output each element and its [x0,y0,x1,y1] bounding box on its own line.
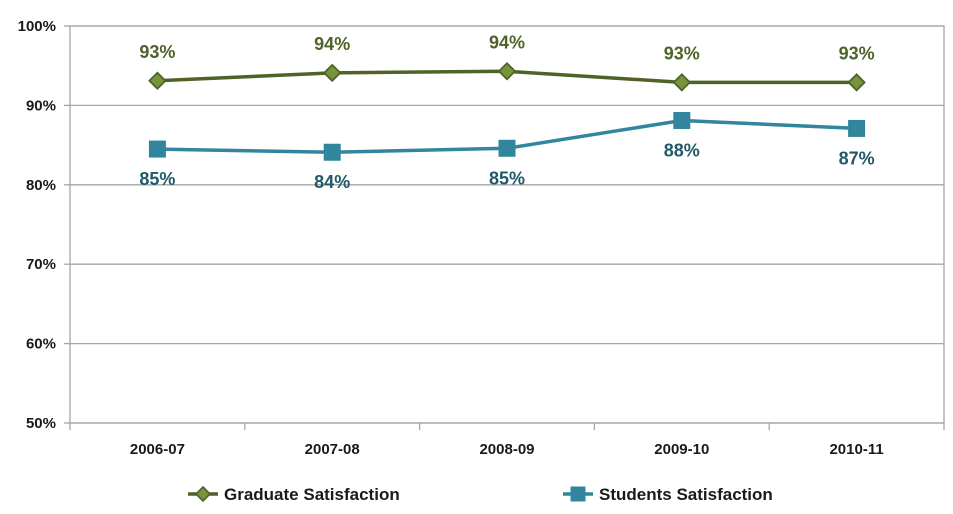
y-tick-label: 100% [18,18,56,35]
series-layer: 93% 94% 94% 93% 93% 85% 84% 85% 88% 87% [139,32,874,192]
students-satisfaction-point-2006-07 [148,140,166,158]
graduate-satisfaction-point-2010-11 [847,73,866,92]
students-satisfaction-data-label-2010-11: 87% [839,148,875,168]
students-satisfaction-data-label-2009-10: 88% [664,140,700,160]
legend: Graduate Satisfaction Students Satisfacti… [188,485,773,504]
students-satisfaction-point-2007-08 [323,143,341,161]
y-tick-label: 80% [26,177,56,194]
x-tick-label-2009-10: 2009-10 [654,441,709,458]
graduate-satisfaction-data-label-2008-09: 94% [489,32,525,52]
legend-marker-graduate-satisfaction [194,485,212,503]
graduate-satisfaction-point-2009-10 [672,73,692,92]
students-satisfaction-point-2009-10 [673,111,691,129]
legend-label-graduate-satisfaction: Graduate Satisfaction [224,485,400,504]
plot-frame [69,25,945,424]
legend-label-students-satisfaction: Students Satisfaction [599,485,773,504]
students-satisfaction-data-label-2007-08: 84% [314,172,350,192]
students-satisfaction-data-label-2008-09: 85% [489,168,525,188]
graduate-satisfaction-data-label-2010-11: 93% [839,43,875,63]
y-axis-ticks: 50% 60% 70% 80% 90% 100% [18,18,70,432]
graduate-satisfaction-data-label-2006-07: 93% [139,42,175,62]
y-tick-label: 60% [26,336,56,353]
graduate-satisfaction-point-2007-08 [322,63,342,83]
students-satisfaction-point-2008-09 [498,139,516,157]
y-tick-label: 50% [26,415,56,432]
graduate-satisfaction-point-2008-09 [497,61,517,81]
x-tick-label-2010-11: 2010-11 [829,441,883,458]
y-tick-label: 90% [26,97,56,114]
x-tick-label-2007-08: 2007-08 [305,441,360,458]
y-tick-label: 70% [26,256,56,273]
x-tick-label-2006-07: 2006-07 [130,441,185,458]
plot-area-border [69,25,945,424]
graduate-satisfaction-point-2006-07 [148,71,167,91]
x-tick-label-2008-09: 2008-09 [479,441,534,458]
graduate-satisfaction-data-label-2007-08: 94% [314,34,350,54]
graduate-satisfaction-data-label-2009-10: 93% [664,43,700,63]
students-satisfaction-point-2010-11 [848,119,866,137]
students-satisfaction-data-label-2006-07: 85% [139,169,175,189]
gridlines [70,25,944,424]
x-axis-ticks: 2006-07 2007-08 2008-09 2009-10 2010-11 [69,423,945,458]
legend-marker-students-satisfaction [570,486,586,502]
